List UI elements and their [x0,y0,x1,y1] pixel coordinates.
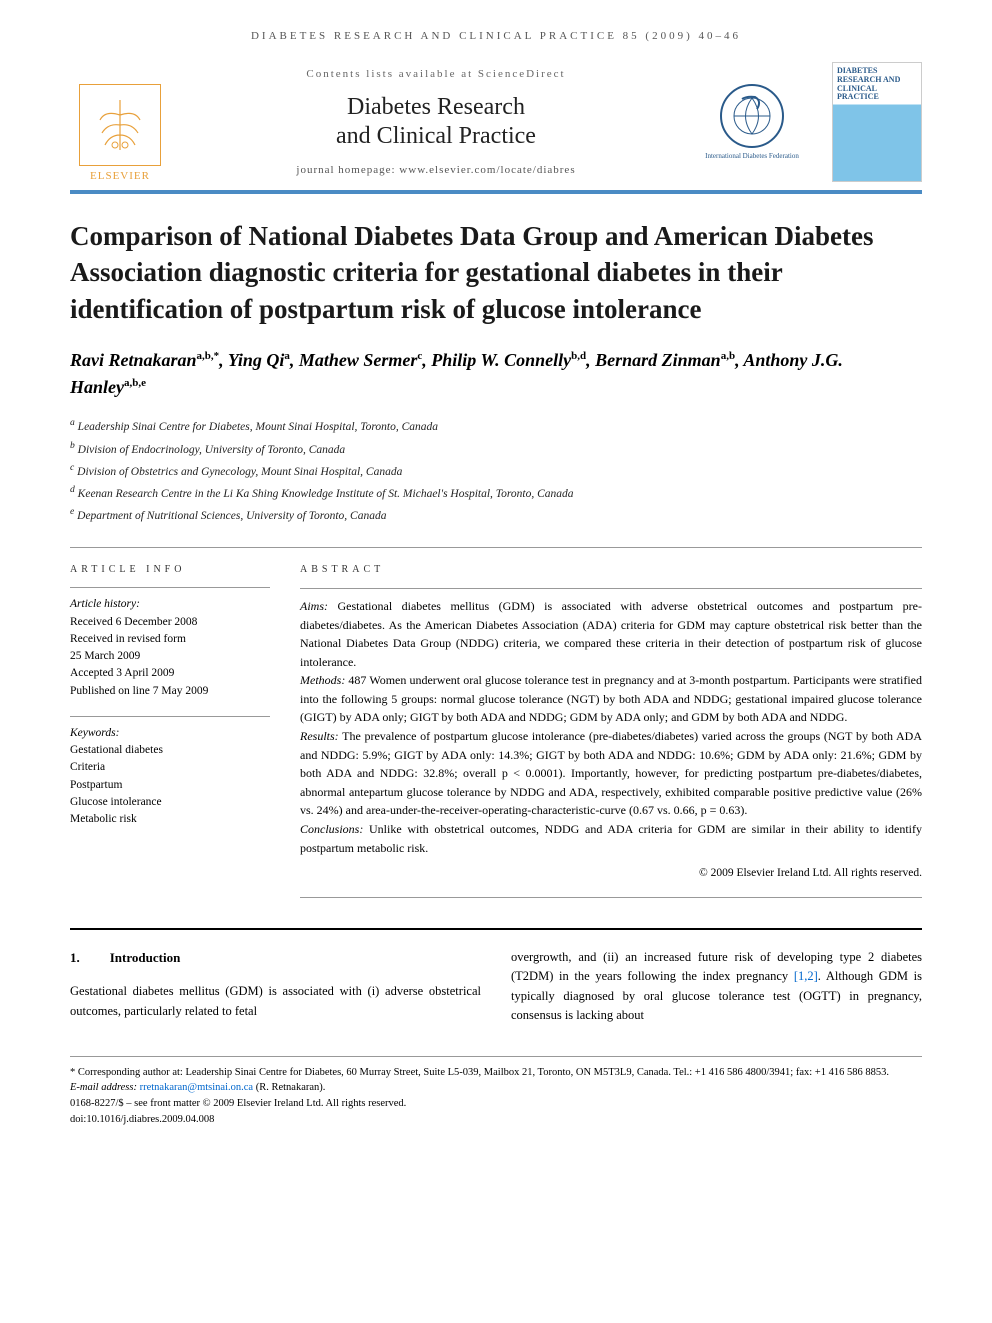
running-head: DIABETES RESEARCH AND CLINICAL PRACTICE … [70,30,922,42]
abstract-copyright: © 2009 Elsevier Ireland Ltd. All rights … [300,865,922,883]
journal-name-line1: Diabetes Research [347,94,525,120]
conclusions-text: Unlike with obstetrical outcomes, NDDG a… [300,822,922,855]
affiliation-line: b Division of Endocrinology, University … [70,438,922,459]
affiliations: a Leadership Sinai Centre for Diabetes, … [70,415,922,525]
methods-text: 487 Women underwent oral glucose toleran… [300,673,922,724]
author-list: Ravi Retnakarana,b,*, Ying Qia, Mathew S… [70,347,922,401]
methods-label: Methods: [300,673,345,687]
history-label: Article history: [70,596,270,613]
history-line: Received in revised form [70,631,270,648]
journal-name: Diabetes Research and Clinical Practice [170,93,702,151]
abstract: ABSTRACT Aims: Gestational diabetes mell… [300,562,922,898]
citation-link[interactable]: [1,2] [794,969,818,983]
affiliation-line: d Keenan Research Centre in the Li Ka Sh… [70,482,922,503]
affiliation-line: c Division of Obstetrics and Gynecology,… [70,460,922,481]
issn-line: 0168-8227/$ – see front matter © 2009 El… [70,1096,922,1112]
affiliation-line: a Leadership Sinai Centre for Diabetes, … [70,415,922,436]
keyword-line: Criteria [70,759,270,776]
section-title: Introduction [110,950,181,965]
publisher-logo: ELSEVIER [70,62,170,182]
section-number: 1. [70,950,80,965]
idf-label: International Diabetes Federation [705,152,799,160]
keywords-label: Keywords: [70,725,270,742]
body-text: 1. Introduction Gestational diabetes mell… [70,928,922,1026]
history-line: 25 March 2009 [70,648,270,665]
idf-globe-icon [720,84,784,148]
article-info-heading: ARTICLE INFO [70,562,270,577]
keyword-line: Metabolic risk [70,811,270,828]
body-column-left: 1. Introduction Gestational diabetes mell… [70,948,481,1026]
aims-label: Aims: [300,599,328,613]
results-text: The prevalence of postpartum glucose int… [300,729,922,817]
corr-text: Corresponding author at: Leadership Sina… [75,1067,889,1078]
results-label: Results: [300,729,339,743]
email-line: E-mail address: rretnakaran@mtsinai.on.c… [70,1080,922,1096]
contents-available-line: Contents lists available at ScienceDirec… [170,68,702,80]
corresponding-email-link[interactable]: rretnakaran@mtsinai.on.ca [140,1082,253,1093]
cover-title: DIABETES RESEARCH AND CLINICAL PRACTICE [837,67,917,102]
keyword-line: Gestational diabetes [70,742,270,759]
conclusions-label: Conclusions: [300,822,363,836]
section-heading: 1. Introduction [70,948,481,968]
journal-homepage: journal homepage: www.elsevier.com/locat… [170,164,702,176]
journal-name-line2: and Clinical Practice [336,123,536,149]
aims-text: Gestational diabetes mellitus (GDM) is a… [300,599,922,669]
article-history: Article history: Received 6 December 200… [70,587,270,700]
abstract-heading: ABSTRACT [300,562,922,578]
affiliation-line: e Department of Nutritional Sciences, Un… [70,504,922,525]
article-info-sidebar: ARTICLE INFO Article history: Received 6… [70,562,270,898]
intro-paragraph-left: Gestational diabetes mellitus (GDM) is a… [70,982,481,1021]
history-line: Accepted 3 April 2009 [70,665,270,682]
elsevier-tree-icon [79,84,161,166]
history-line: Published on line 7 May 2009 [70,683,270,700]
corresponding-author-note: * Corresponding author at: Leadership Si… [70,1065,922,1081]
email-label: E-mail address: [70,1082,140,1093]
body-column-right: overgrowth, and (ii) an increased future… [511,948,922,1026]
email-suffix: (R. Retnakaran). [253,1082,325,1093]
keywords-block: Keywords: Gestational diabetesCriteriaPo… [70,716,270,829]
keyword-line: Postpartum [70,777,270,794]
idf-badge: International Diabetes Federation [702,72,802,172]
article-title: Comparison of National Diabetes Data Gro… [70,218,922,327]
keyword-line: Glucose intolerance [70,794,270,811]
history-line: Received 6 December 2008 [70,614,270,631]
journal-masthead: ELSEVIER Contents lists available at Sci… [70,62,922,194]
doi-line: doi:10.1016/j.diabres.2009.04.008 [70,1112,922,1128]
footnotes: * Corresponding author at: Leadership Si… [70,1056,922,1128]
journal-cover-thumbnail: DIABETES RESEARCH AND CLINICAL PRACTICE [832,62,922,182]
publisher-name: ELSEVIER [90,170,150,182]
